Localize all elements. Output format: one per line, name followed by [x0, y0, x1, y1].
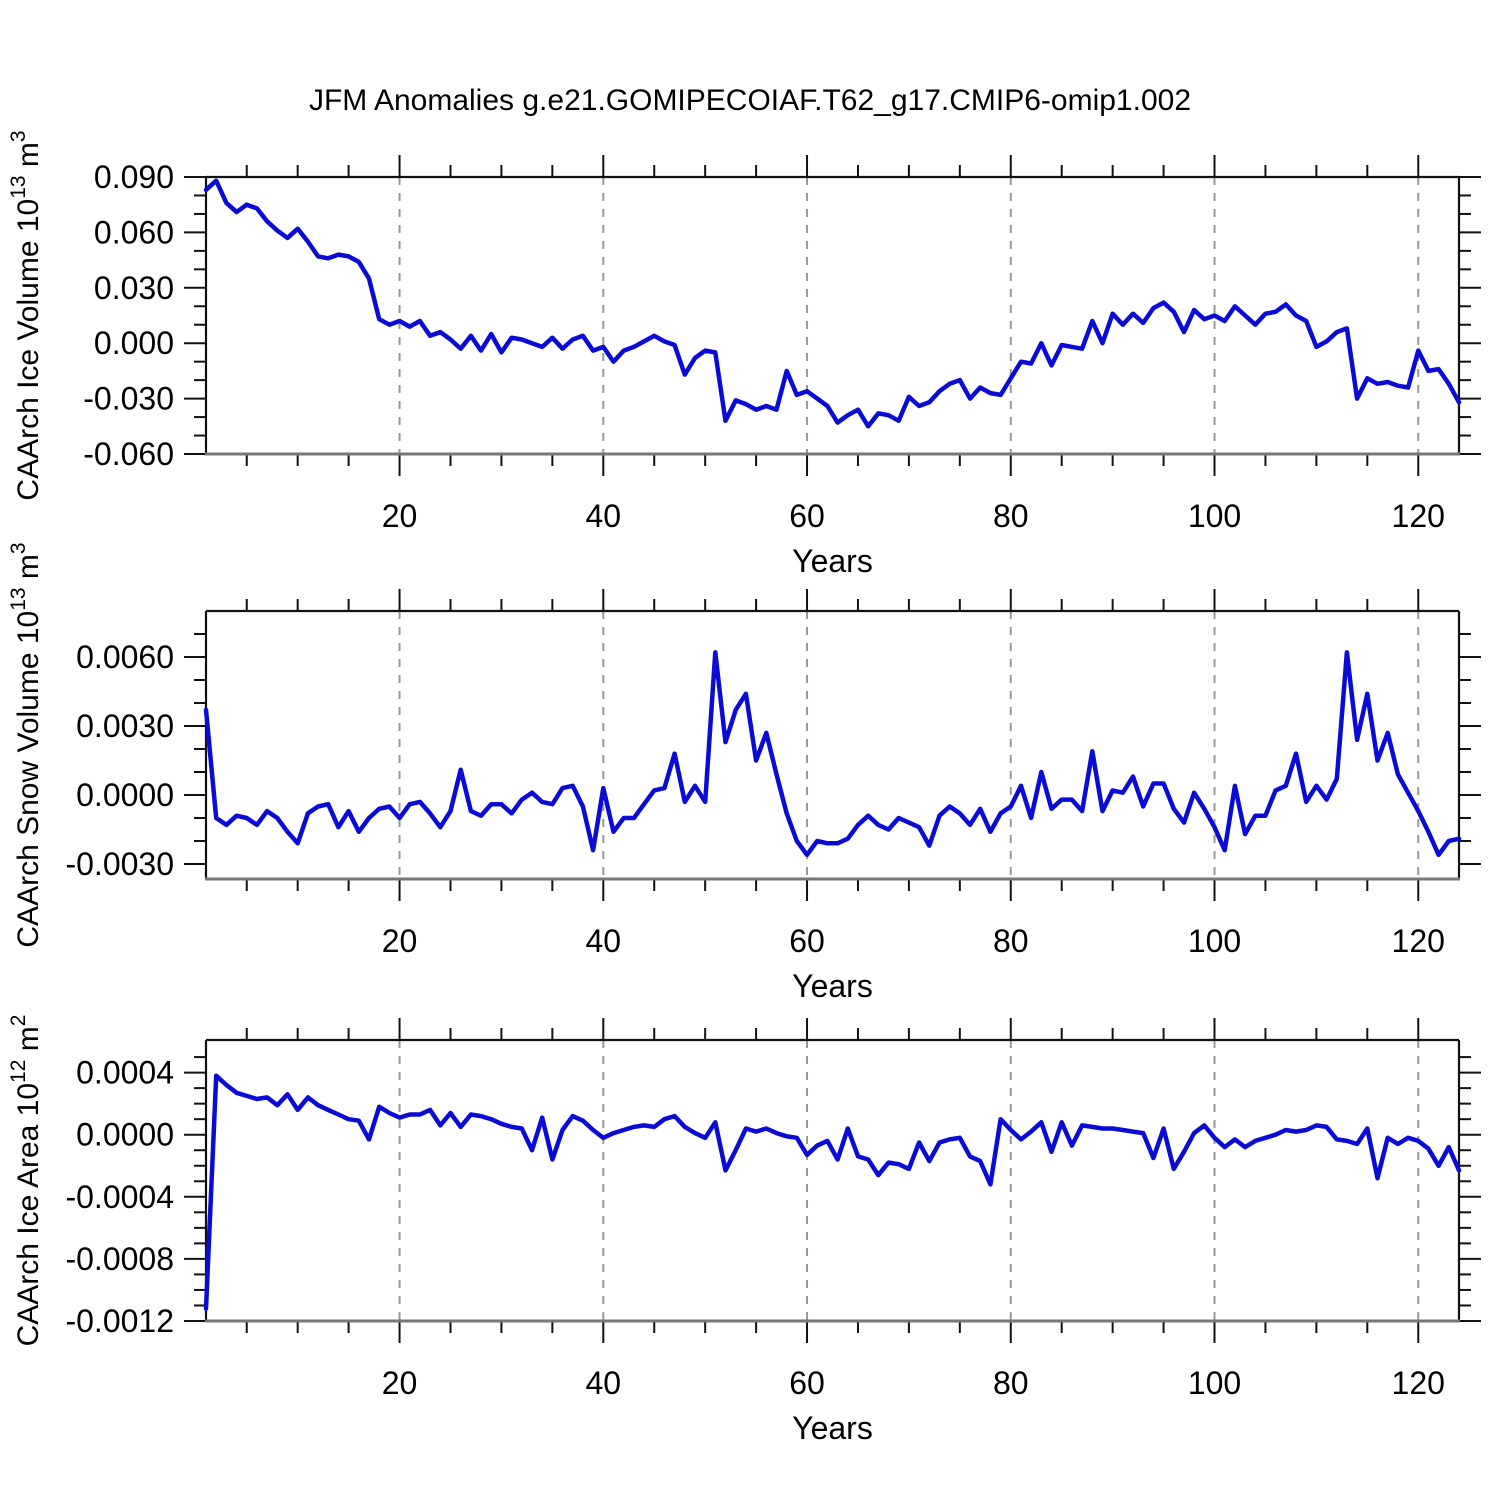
y-tick-label: -0.0004	[65, 1179, 174, 1215]
y-tick-label: 0.0000	[76, 777, 174, 813]
y-tick-label: 0.0060	[76, 639, 174, 675]
x-tick-label: 100	[1188, 1365, 1241, 1401]
x-tick-label: 60	[789, 923, 825, 959]
x-tick-label: 20	[382, 1365, 418, 1401]
y-tick-label: -0.030	[83, 381, 174, 417]
x-tick-label: 120	[1392, 498, 1445, 534]
x-tick-label: 80	[993, 498, 1029, 534]
y-tick-label: 0.0030	[76, 708, 174, 744]
y-tick-label: -0.060	[83, 436, 174, 472]
x-axis-title: Years	[792, 543, 873, 579]
x-tick-label: 100	[1188, 923, 1241, 959]
y-tick-label: -0.0008	[65, 1241, 174, 1277]
y-tick-label: -0.0030	[65, 846, 174, 882]
x-tick-label: 40	[585, 498, 621, 534]
x-tick-label: 60	[789, 1365, 825, 1401]
y-axis-title: CAArch Snow Volume 1013 m3	[7, 542, 45, 947]
y-tick-label: 0.090	[94, 159, 174, 195]
x-tick-label: 80	[993, 1365, 1029, 1401]
y-tick-label: 0.0000	[76, 1117, 174, 1153]
x-tick-label: 60	[789, 498, 825, 534]
y-tick-label: 0.0004	[76, 1055, 174, 1091]
y-axis-title: CAArch Ice Area 1012 m2	[7, 1015, 45, 1347]
y-tick-label: 0.060	[94, 214, 174, 250]
series-line	[203, 1073, 1462, 1311]
page-title: JFM Anomalies g.e21.GOMIPECOIAF.T62_g17.…	[308, 84, 1192, 117]
y-axis-title: CAArch Ice Volume 1013 m3	[7, 130, 45, 500]
y-tick-label: 0.030	[94, 270, 174, 306]
y-tick-label: 0.000	[94, 325, 174, 361]
series-line	[203, 650, 1462, 858]
x-tick-label: 120	[1392, 923, 1445, 959]
y-tick-label: -0.0012	[65, 1303, 174, 1339]
x-tick-label: 100	[1188, 498, 1241, 534]
series-line	[203, 178, 1462, 429]
panel-2: 0.0060 0.0030 0.0000 -0.0030 20 40 60 80 100 120 Y…	[7, 542, 1481, 1004]
x-axis-title: Years	[792, 968, 873, 1004]
x-tick-label: 40	[585, 1365, 621, 1401]
panel-3: 0.0004 0.0000 -0.0004 -0.0008 -0.0012 20 40 60 8…	[7, 1015, 1481, 1446]
panel-1: 0.090 0.060 0.030 0.000 -0.030 -0.060 20 40 60 80…	[7, 130, 1481, 579]
x-axis-title: Years	[792, 1410, 873, 1446]
x-tick-label: 120	[1392, 1365, 1445, 1401]
x-tick-label: 20	[382, 923, 418, 959]
x-tick-label: 80	[993, 923, 1029, 959]
x-tick-label: 20	[382, 498, 418, 534]
x-tick-label: 40	[585, 923, 621, 959]
